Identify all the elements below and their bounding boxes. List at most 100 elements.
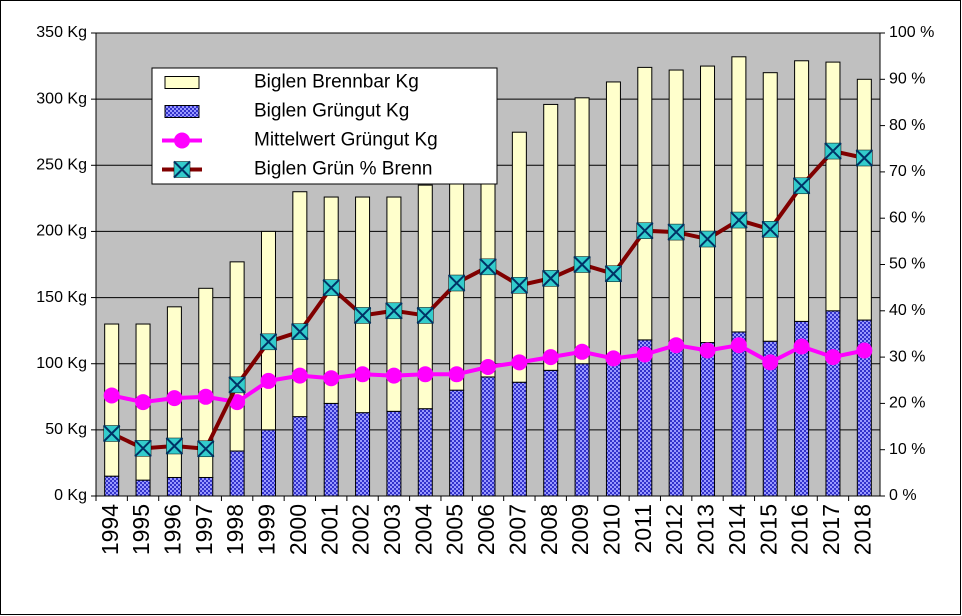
x-tick-label: 2000 [285, 504, 311, 555]
bar [198, 287, 214, 478]
bar [825, 61, 841, 312]
marker-cross [385, 302, 403, 320]
x-tick-label: 1994 [97, 504, 123, 555]
y-tick-label: 100 Kg [36, 355, 87, 372]
marker-cross [604, 265, 623, 283]
bar [386, 410, 402, 497]
marker-cross [698, 230, 717, 248]
marker-cross [667, 223, 685, 241]
bar [543, 369, 559, 497]
x-tick-label: 2005 [442, 504, 468, 555]
marker-cross [824, 142, 842, 160]
bar [292, 191, 308, 418]
marker [385, 367, 402, 384]
bar [668, 340, 684, 497]
bar [731, 56, 747, 333]
marker [542, 349, 559, 366]
bar [417, 408, 433, 497]
y2-tick-label: 70 % [889, 163, 925, 180]
marker [824, 349, 841, 366]
x-tick-label: 1996 [159, 504, 185, 555]
marker [197, 388, 214, 405]
x-tick-label: 2013 [693, 504, 719, 555]
marker-cross [228, 376, 246, 394]
marker [730, 337, 747, 354]
x-tick-label: 2008 [536, 504, 562, 555]
marker [856, 342, 873, 359]
marker-cross [291, 322, 309, 341]
marker-cross [322, 278, 340, 297]
x-tick-label: 2017 [818, 504, 844, 555]
y2-tick-label: 90 % [889, 71, 925, 88]
bar [260, 230, 276, 431]
y-tick-label: 200 Kg [36, 223, 87, 240]
bar [511, 131, 527, 383]
y2-tick-label: 60 % [889, 209, 925, 226]
bar [762, 72, 778, 342]
marker-cross [479, 258, 497, 276]
marker-cross [165, 437, 184, 455]
y2-tick-label: 20 % [889, 395, 925, 412]
marker [166, 390, 183, 407]
marker [135, 394, 152, 411]
marker [448, 366, 465, 383]
marker-cross [730, 211, 748, 229]
bar [417, 184, 433, 410]
marker [354, 366, 371, 383]
bar [856, 78, 872, 321]
bar [104, 475, 120, 497]
x-tick-label: 1997 [191, 504, 217, 555]
marker-cross [855, 149, 874, 167]
bar [260, 429, 276, 497]
marker [762, 354, 779, 371]
bar [543, 103, 559, 371]
x-tick-label: 2018 [849, 504, 875, 555]
marker [511, 354, 528, 371]
x-tick-label: 2007 [504, 504, 530, 555]
bar [637, 339, 653, 497]
y-tick-label: 350 Kg [36, 24, 87, 41]
y-tick-label: 250 Kg [36, 157, 87, 174]
x-tick-label: 2003 [379, 504, 405, 555]
x-tick-label: 2015 [755, 504, 781, 555]
marker-cross [416, 306, 434, 325]
marker [605, 350, 622, 367]
bar [292, 416, 308, 497]
y2-tick-label: 80 % [889, 117, 925, 134]
marker-cross [197, 440, 215, 458]
marker-cross [573, 255, 591, 274]
marker-cross [173, 160, 191, 179]
x-tick-label: 2010 [599, 504, 625, 555]
marker [480, 359, 496, 376]
bar [574, 97, 590, 365]
bar [605, 81, 621, 363]
bar [166, 476, 182, 497]
bar [480, 376, 496, 497]
marker [260, 372, 277, 389]
y2-tick-label: 40 % [889, 302, 925, 319]
y-tick-label: 0 Kg [54, 487, 87, 504]
x-tick-label: 2002 [348, 504, 374, 555]
y2-tick-label: 0 % [889, 487, 917, 504]
bar [731, 331, 747, 497]
legend-box [151, 67, 498, 185]
legend-label: Biglen Brennbar Kg [254, 72, 419, 93]
x-tick-label: 2009 [567, 504, 593, 555]
x-tick-label: 1995 [128, 504, 154, 555]
bar [825, 310, 841, 497]
marker [574, 343, 591, 360]
marker-cross [447, 274, 466, 292]
x-tick-label: 1999 [254, 504, 280, 555]
x-tick-label: 2012 [661, 504, 687, 555]
x-tick-label: 2004 [410, 504, 436, 555]
marker [291, 367, 308, 384]
y-tick-label: 50 Kg [45, 421, 87, 438]
bar [135, 479, 151, 497]
marker [793, 338, 810, 355]
marker-cross [761, 220, 779, 239]
legend-label: Biglen Grüngut Kg [254, 101, 409, 122]
bar [637, 66, 653, 341]
x-tick-label: 2001 [316, 504, 342, 555]
bar [449, 389, 465, 497]
